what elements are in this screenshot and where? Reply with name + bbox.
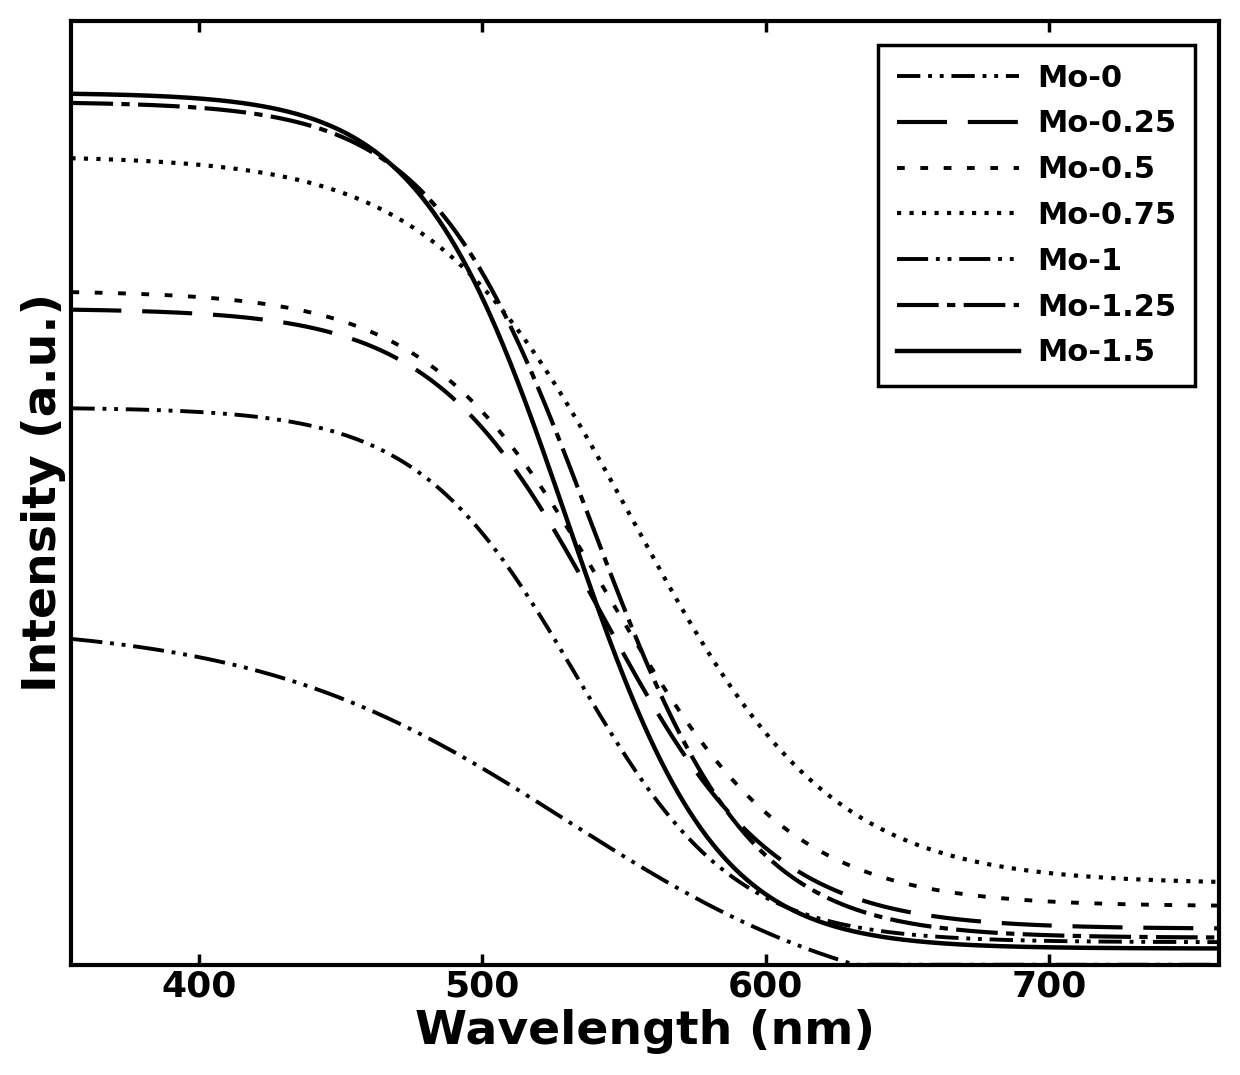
Mo-0.5 bbox=[980, 890, 994, 903]
Mo-1 bbox=[848, 958, 863, 971]
Mo-0.75 bbox=[1211, 875, 1226, 888]
Mo-0.25 bbox=[569, 563, 584, 576]
Mo-1.25 bbox=[1211, 931, 1226, 944]
Y-axis label: Intensity (a.u.): Intensity (a.u.) bbox=[21, 293, 66, 692]
Mo-1.25 bbox=[64, 97, 79, 110]
Mo-1.25 bbox=[959, 924, 973, 937]
Mo-0.75 bbox=[852, 811, 867, 823]
Line: Mo-0.25: Mo-0.25 bbox=[72, 310, 1219, 929]
Mo-1.5 bbox=[959, 938, 973, 951]
Mo-0.25 bbox=[959, 914, 973, 927]
Mo-0.75 bbox=[64, 152, 79, 164]
Mo-0.75 bbox=[181, 157, 196, 170]
Mo-0 bbox=[852, 921, 867, 934]
Mo-1 bbox=[981, 958, 996, 971]
Mo-1.5 bbox=[528, 424, 543, 436]
Mo-0.5 bbox=[1211, 899, 1226, 912]
Mo-1.5 bbox=[569, 542, 584, 555]
Mo-0 bbox=[1211, 935, 1226, 948]
Mo-0.5 bbox=[64, 286, 79, 299]
Mo-1 bbox=[64, 632, 79, 645]
Mo-0.25 bbox=[980, 916, 994, 929]
Mo-0 bbox=[959, 932, 973, 945]
Line: Mo-1.25: Mo-1.25 bbox=[72, 103, 1219, 937]
Mo-1 bbox=[181, 648, 196, 661]
Mo-0 bbox=[181, 405, 196, 418]
Line: Mo-0.75: Mo-0.75 bbox=[72, 158, 1219, 881]
Mo-1 bbox=[960, 958, 975, 971]
Mo-1.5 bbox=[64, 87, 79, 100]
Mo-1 bbox=[569, 820, 584, 833]
Mo-0.75 bbox=[528, 348, 543, 361]
Mo-1.25 bbox=[181, 101, 196, 114]
Mo-1.25 bbox=[569, 478, 584, 491]
Mo-0 bbox=[64, 402, 79, 415]
Line: Mo-1.5: Mo-1.5 bbox=[72, 94, 1219, 948]
Mo-0 bbox=[980, 933, 994, 946]
Mo-0.75 bbox=[959, 854, 973, 866]
Legend: Mo-0, Mo-0.25, Mo-0.5, Mo-0.75, Mo-1, Mo-1.25, Mo-1.5: Mo-0, Mo-0.25, Mo-0.5, Mo-0.75, Mo-1, Mo… bbox=[878, 45, 1194, 386]
Mo-0.25 bbox=[64, 303, 79, 316]
Line: Mo-0.5: Mo-0.5 bbox=[72, 292, 1219, 905]
X-axis label: Wavelength (nm): Wavelength (nm) bbox=[415, 1009, 875, 1055]
Mo-0 bbox=[569, 670, 584, 683]
Mo-1.5 bbox=[852, 927, 867, 940]
Mo-0 bbox=[528, 602, 543, 615]
Mo-1.25 bbox=[980, 926, 994, 938]
Mo-1.5 bbox=[980, 940, 994, 952]
Mo-1.25 bbox=[852, 904, 867, 917]
Mo-0.5 bbox=[569, 536, 584, 549]
Mo-0.75 bbox=[569, 414, 584, 427]
Mo-1 bbox=[528, 794, 543, 807]
Mo-1 bbox=[853, 958, 868, 971]
Mo-1 bbox=[1211, 958, 1226, 971]
Mo-0.5 bbox=[959, 888, 973, 901]
Mo-1.5 bbox=[181, 91, 196, 104]
Mo-1.5 bbox=[1211, 942, 1226, 955]
Mo-0.25 bbox=[1211, 922, 1226, 935]
Line: Mo-1: Mo-1 bbox=[72, 639, 1219, 964]
Mo-0.25 bbox=[528, 493, 543, 506]
Mo-0.25 bbox=[852, 893, 867, 906]
Mo-0.5 bbox=[852, 863, 867, 876]
Mo-1.25 bbox=[528, 375, 543, 388]
Line: Mo-0: Mo-0 bbox=[72, 408, 1219, 942]
Mo-0.5 bbox=[528, 472, 543, 485]
Mo-0.75 bbox=[980, 858, 994, 871]
Mo-0.25 bbox=[181, 306, 196, 319]
Mo-0.5 bbox=[181, 290, 196, 303]
